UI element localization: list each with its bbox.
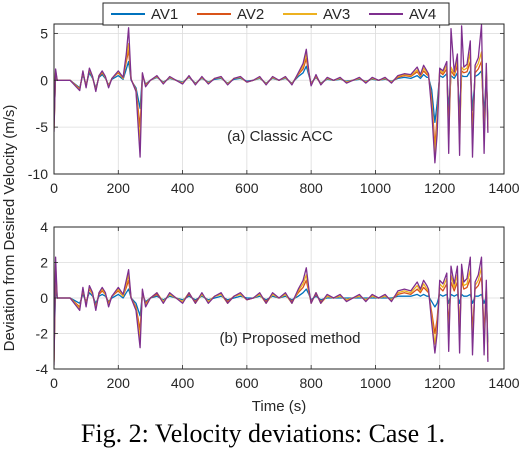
- y-tick-label: 4: [40, 219, 48, 235]
- x-tick-label: 0: [50, 180, 58, 196]
- x-tick-label: 1400: [488, 180, 519, 196]
- y-tick-label: 5: [40, 25, 48, 41]
- x-tick-label: 800: [299, 375, 323, 391]
- y-tick-label: 0: [40, 72, 48, 88]
- y-tick-label: 2: [40, 255, 48, 271]
- legend: AV1 AV2 AV3 AV4: [102, 2, 450, 26]
- panel-a-classic-acc: 0 200 400 600 800 1000 1200 1400 5 0 -5 -10 (a) Clas…: [28, 23, 520, 196]
- y-tick-label: 0: [40, 290, 48, 306]
- x-tick-label: 800: [299, 180, 323, 196]
- series-group: [54, 24, 489, 164]
- x-tick-label: 1000: [360, 180, 391, 196]
- x-tick-label: 1000: [360, 375, 391, 391]
- legend-label-av2: AV2: [237, 6, 264, 23]
- x-tick-label: 1200: [424, 180, 455, 196]
- x-tick-label: 200: [107, 180, 131, 196]
- x-tick-label: 0: [50, 375, 58, 391]
- plot-area: [54, 24, 504, 174]
- legend-label-av3: AV3: [323, 6, 350, 23]
- series-group: [54, 256, 489, 366]
- legend-label-av1: AV1: [151, 6, 178, 23]
- y-tick-label: -2: [36, 326, 49, 342]
- x-tick-label: 1400: [488, 375, 519, 391]
- y-tick-label: -10: [28, 166, 48, 182]
- x-tick-label: 600: [235, 180, 259, 196]
- x-tick-label: 200: [107, 375, 131, 391]
- x-tick-label: 400: [171, 375, 195, 391]
- series-line-av4: [54, 24, 489, 164]
- legend-box: [102, 2, 450, 26]
- legend-label-av4: AV4: [409, 6, 436, 23]
- series-line-av4: [54, 256, 489, 366]
- x-axis-label: Time (s): [252, 398, 306, 415]
- panel-annotation: (b) Proposed method: [220, 330, 361, 347]
- x-tick-label: 400: [171, 180, 195, 196]
- x-tick-label: 1200: [424, 375, 455, 391]
- figure-caption: Fig. 2: Velocity deviations: Case 1.: [80, 419, 446, 448]
- y-axis-label: Deviation from Desired Velocity (m/s): [1, 105, 18, 352]
- x-tick-label: 600: [235, 375, 259, 391]
- y-tick-label: -4: [36, 361, 49, 377]
- y-tick-label: -5: [36, 119, 49, 135]
- panel-b-proposed-method: 0 200 400 600 800 1000 1200 1400 4 2 0 -2 -4 (b) Prop…: [36, 219, 520, 415]
- panel-annotation: (a) Classic ACC: [227, 128, 333, 145]
